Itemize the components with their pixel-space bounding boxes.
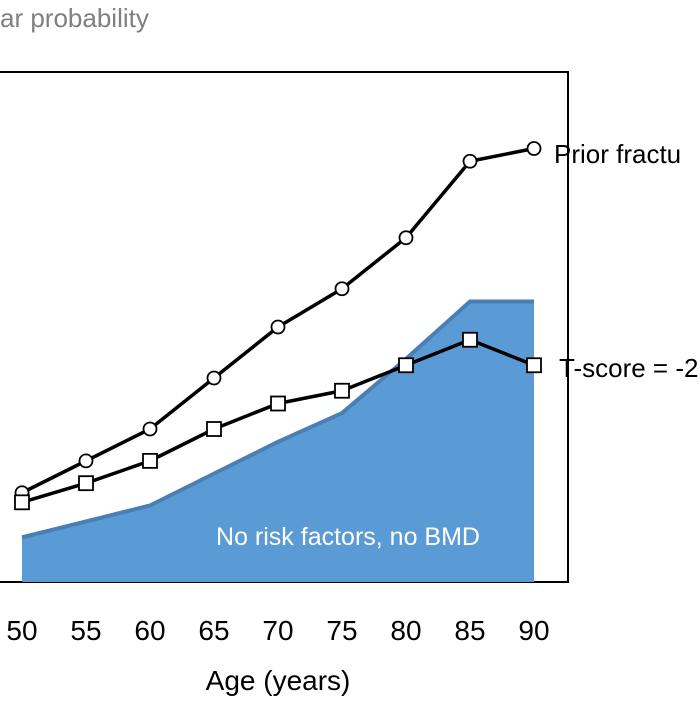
x-tick-label: 55 [70,615,101,646]
area-label-no-risk-factors: No risk factors, no BMD [216,523,480,551]
series-label-prior-fracture: Prior fractu [554,139,681,169]
x-tick-label: 65 [198,615,229,646]
point-prior-fracture [206,370,222,386]
chart-title: ar probability [0,3,149,33]
point-prior-fracture [526,141,542,156]
x-axis-label: Age (years) [206,665,351,696]
point-prior-fracture [78,453,94,469]
point-t-score [334,382,350,399]
x-tick-label: 70 [262,615,293,646]
point-prior-fracture [270,319,286,335]
x-tick-label: 60 [134,615,165,646]
x-tick-label: 50 [6,615,37,646]
point-prior-fracture [398,230,414,246]
x-tick-label: 75 [326,615,357,646]
point-t-score [462,331,478,348]
point-prior-fracture [142,421,158,437]
x-tick-label: 85 [454,615,485,646]
point-t-score [526,357,542,374]
series-markers [14,141,542,511]
point-t-score [78,475,94,492]
point-t-score [398,357,414,374]
area-series-edge [21,299,534,540]
point-t-score [14,494,30,511]
point-prior-fracture [334,281,350,297]
x-tick-label: 90 [518,615,549,646]
point-t-score [142,452,158,469]
x-axis-tick-labels: 50 55 60 65 70 75 80 85 90 [6,615,549,646]
point-prior-fracture [462,153,478,169]
series-label-t-score: T-score = -2 [559,353,698,383]
point-t-score [270,395,286,412]
x-tick-label: 80 [390,615,421,646]
point-t-score [206,421,222,437]
